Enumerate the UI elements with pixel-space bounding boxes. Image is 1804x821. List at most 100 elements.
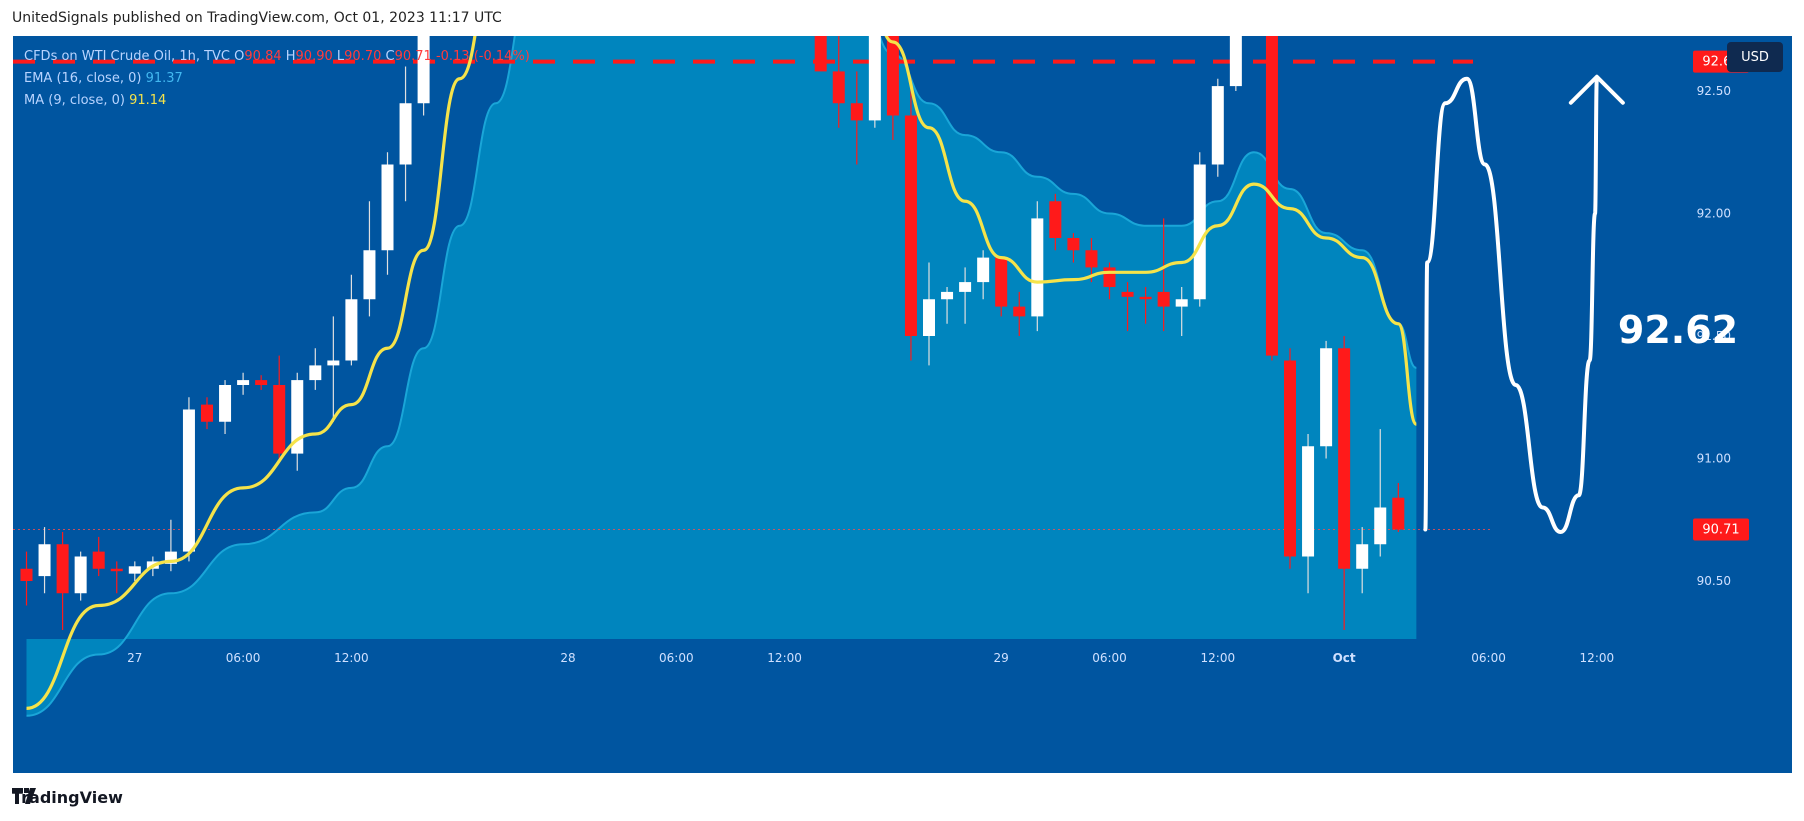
time-tick-label: Oct [1333, 651, 1356, 665]
ma-label: MA (9, close, 0) [24, 93, 125, 108]
candle-body [381, 164, 394, 251]
candle-body [1085, 250, 1098, 268]
projection-path [1423, 76, 1599, 535]
candle [164, 519, 177, 572]
candle-body [1193, 164, 1206, 300]
low-value: 90.70 [344, 49, 382, 64]
high-label: H [285, 49, 296, 64]
candle [1157, 218, 1170, 332]
candle [417, 36, 430, 116]
candle [56, 532, 69, 630]
time-tick-label: 06:00 [659, 651, 694, 665]
candle [1175, 287, 1188, 336]
candle [1013, 291, 1026, 336]
time-axis: 27 06:00 12:00 28 06:00 12:00 29 06:00 12:00 Oct 0… [127, 651, 1614, 665]
candle [309, 348, 322, 390]
currency-button[interactable]: USD [1727, 42, 1783, 72]
candle-body [1013, 306, 1026, 317]
candle [219, 380, 232, 434]
candle [1284, 348, 1296, 569]
chart-area[interactable]: 90.5091.0091.5092.0092.5093.0093.5094.00… [13, 36, 1792, 773]
ma-row: MA (9, close, 0) 91.14 [24, 90, 530, 112]
candle [1374, 429, 1387, 557]
time-tick-label: 06:00 [226, 651, 261, 665]
candle-body [941, 291, 954, 300]
close-value: 90.71 [394, 49, 432, 64]
candle [345, 274, 358, 366]
close-label: C [385, 49, 395, 64]
price-tick-label: 91.50 [1697, 329, 1731, 343]
time-tick-label: 12:00 [1201, 651, 1236, 665]
candle [886, 36, 899, 140]
projection-arrow [1423, 74, 1625, 535]
candle-body [1338, 348, 1351, 569]
candle-body [327, 360, 340, 366]
candle-body [1302, 446, 1315, 557]
candle [1229, 36, 1242, 91]
candle-body [182, 409, 195, 552]
candle [850, 71, 863, 165]
candle-body [959, 282, 972, 292]
candle [399, 66, 412, 202]
candle [237, 372, 250, 395]
tradingview-icon [12, 788, 36, 804]
candle-body [814, 36, 827, 72]
candle-body [1374, 507, 1387, 545]
publisher-caption: UnitedSignals published on TradingView.c… [12, 10, 502, 26]
candles [20, 36, 1405, 630]
candle-body [345, 299, 358, 361]
time-tick-label: 06:00 [1092, 651, 1127, 665]
candle [363, 201, 376, 317]
candle [941, 287, 954, 324]
candle [904, 78, 917, 361]
price-chart[interactable]: 90.5091.0091.5092.0092.5093.0093.5094.00… [13, 36, 1792, 773]
candle-body [904, 115, 917, 336]
candle [923, 262, 935, 366]
symbol-name: CFDs on WTI Crude Oil, 1h, TVC [24, 49, 231, 64]
candle [1121, 282, 1134, 332]
chart-legend: CFDs on WTI Crude Oil, 1h, TVC O90.84 H9… [24, 46, 530, 112]
candle [1049, 193, 1062, 251]
time-tick-label: 12:00 [1580, 651, 1615, 665]
ema-fill [26, 36, 1417, 716]
candle [1302, 434, 1315, 594]
candle [1067, 233, 1080, 263]
candle-body [995, 257, 1008, 307]
candle [1338, 336, 1351, 630]
tradingview-brand: TradingView [12, 788, 123, 807]
ema-area [26, 36, 1417, 717]
candle [1211, 78, 1224, 177]
time-tick-label: 06:00 [1471, 651, 1506, 665]
time-tick-label: 28 [560, 651, 575, 665]
time-tick-label: 29 [994, 651, 1009, 665]
candle [128, 561, 141, 581]
candle [20, 551, 33, 606]
candle-body [309, 365, 322, 381]
projection-arrowhead [1568, 74, 1625, 105]
candle-body [1139, 296, 1152, 300]
candle [1320, 340, 1333, 459]
price-tick-label: 92.50 [1697, 84, 1731, 98]
candle-body [1284, 360, 1296, 557]
tradingview-logo[interactable]: TradingView [12, 788, 123, 807]
price-axis: 90.5091.0091.5092.0092.5093.0093.5094.00… [1697, 84, 1731, 588]
candle [327, 316, 340, 422]
candle [814, 36, 827, 72]
candle [182, 397, 195, 562]
open-label: O [234, 49, 245, 64]
candle-body [201, 404, 213, 422]
candle-body [1320, 348, 1333, 447]
change-value: -0.13 (-0.14%) [435, 49, 530, 64]
candle [255, 375, 268, 390]
candle [74, 551, 87, 601]
candle-body [1175, 299, 1188, 307]
ema-row: EMA (16, close, 0) 91.37 [24, 68, 530, 90]
candle-body [1157, 291, 1170, 307]
ma-value: 91.14 [129, 93, 167, 108]
candle-body [1392, 497, 1405, 530]
low-label: L [336, 49, 345, 64]
ema-value: 91.37 [145, 71, 183, 86]
last-price-tag-text: 90.71 [1702, 523, 1739, 538]
candle [832, 36, 845, 128]
